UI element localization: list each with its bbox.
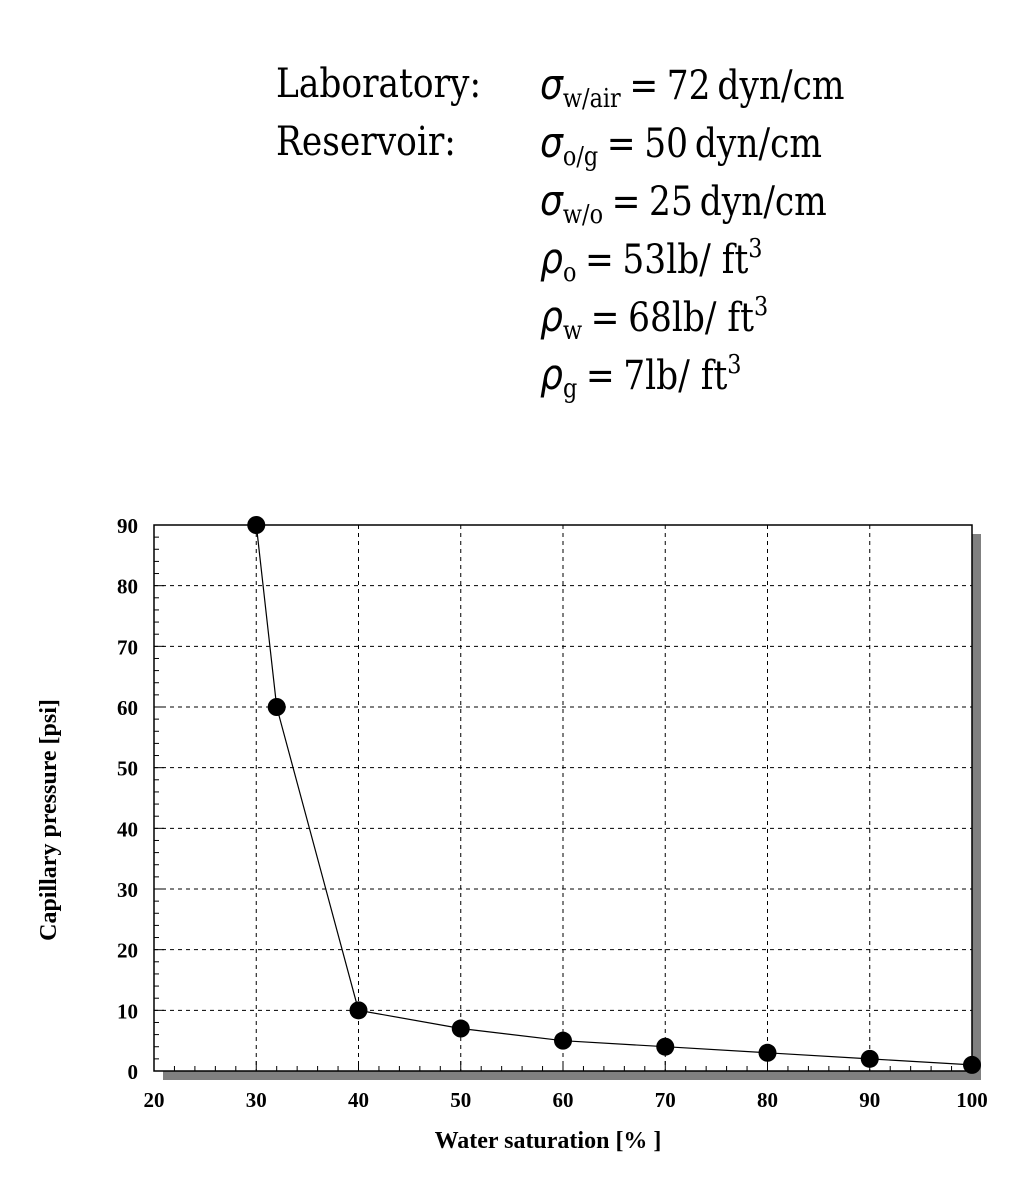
x-tick-label-70: 70 — [655, 1088, 676, 1112]
y-tick-label-80: 80 — [117, 575, 138, 599]
x-tick-label-50: 50 — [450, 1088, 471, 1112]
x-tick-label-90: 90 — [859, 1088, 880, 1112]
y-tick-label-70: 70 — [117, 635, 138, 659]
data-point-1 — [267, 698, 286, 716]
grid — [154, 525, 972, 1071]
reservoir-label: Reservoir: — [276, 119, 456, 165]
y-tick-label-50: 50 — [117, 757, 138, 781]
shadow-bottom — [163, 1071, 981, 1080]
sigma-water-oil-equation: σw/o = 25 dyn/cm — [540, 176, 827, 230]
x-axis-title: Water saturation [% ] — [435, 1128, 662, 1154]
shadow-right — [972, 534, 981, 1080]
data-point-5 — [656, 1037, 675, 1056]
y-tick-label-0: 0 — [128, 1060, 139, 1084]
data-point-8 — [963, 1055, 981, 1074]
y-tick-label-60: 60 — [117, 696, 138, 720]
data-point-6 — [758, 1043, 777, 1062]
rho-gas-equation: ρg = 7lb/ ft3 — [540, 350, 742, 404]
laboratory-label: Laboratory: — [276, 61, 482, 107]
x-axis-tick-labels: 20 30 40 50 60 70 80 90 100 — [144, 1088, 988, 1112]
y-tick-label-10: 10 — [117, 999, 138, 1023]
x-tick-label-100: 100 — [956, 1088, 988, 1112]
y-tick-label-20: 20 — [117, 939, 138, 963]
data-point-3 — [451, 1019, 470, 1038]
x-tick-label-80: 80 — [757, 1088, 778, 1112]
x-tick-label-20: 20 — [144, 1088, 165, 1112]
sigma-oil-gas-equation: σo/g = 50 dyn/cm — [540, 118, 822, 172]
y-axis-title: Capillary pressure [psi] — [36, 699, 62, 941]
y-axis-tick-labels: 0 10 20 30 40 50 60 70 80 90 — [117, 514, 138, 1084]
data-markers — [247, 516, 981, 1074]
plot-shadow — [163, 534, 981, 1080]
data-point-7 — [860, 1049, 879, 1068]
y-tick-label-30: 30 — [117, 878, 138, 902]
x-tick-label-40: 40 — [348, 1088, 369, 1112]
data-point-4 — [554, 1031, 572, 1050]
rho-water-equation: ρw = 68lb/ ft3 — [540, 292, 769, 346]
plot-frame — [153, 524, 973, 1072]
y-tick-label-40: 40 — [117, 817, 138, 841]
fluid-properties-block: Laboratory: Reservoir: σw/air = 72 dyn/cm … — [0, 0, 1016, 420]
data-point-2 — [349, 1001, 368, 1020]
y-tick-label-90: 90 — [117, 514, 138, 538]
minor-ticks — [153, 524, 973, 1072]
sigma-water-air-equation: σw/air = 72 dyn/cm — [540, 60, 845, 114]
rho-oil-equation: ρo = 53lb/ ft3 — [540, 234, 763, 288]
data-point-0 — [247, 516, 266, 534]
x-tick-label-60: 60 — [553, 1088, 574, 1112]
x-tick-label-30: 30 — [246, 1088, 267, 1112]
